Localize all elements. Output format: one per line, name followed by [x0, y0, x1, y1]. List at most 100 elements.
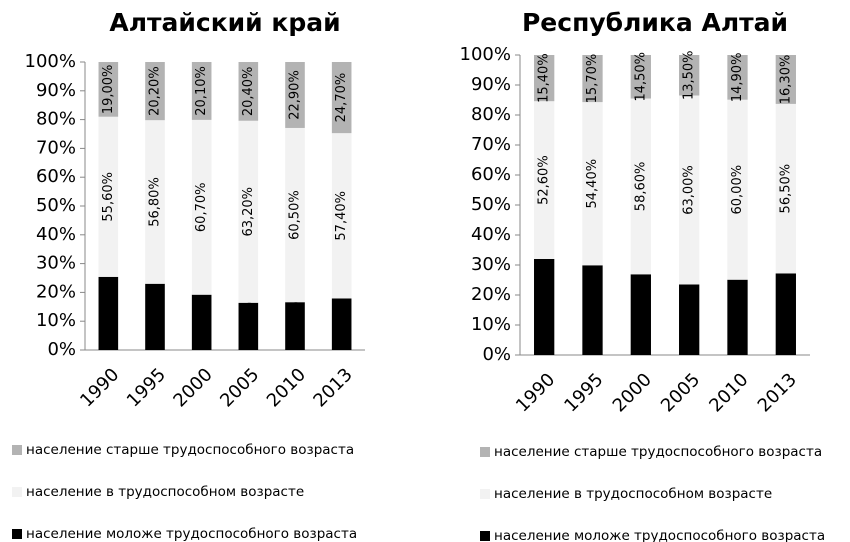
bar-segment [98, 62, 119, 117]
bar-segment [331, 62, 352, 134]
y-tick-label: 60% [36, 166, 76, 187]
data-label: 20,10% [194, 66, 209, 116]
data-label: 27,20% [778, 289, 793, 339]
bar-segment [582, 102, 603, 266]
y-tick-label: 70% [36, 137, 76, 158]
data-label: 15,40% [537, 53, 552, 103]
bar-segment [582, 55, 603, 103]
y-tick-label: 50% [471, 194, 511, 215]
legend-swatch [480, 531, 490, 541]
data-label: 14,50% [633, 52, 648, 102]
bar-segment [191, 119, 212, 295]
bar-segment [191, 294, 212, 350]
x-tick-label: 2013 [754, 369, 801, 416]
x-tick-label: 2010 [263, 364, 310, 411]
y-tick-label: 10% [471, 314, 511, 335]
bar-segment [775, 103, 796, 274]
data-label: 63,00% [682, 165, 697, 215]
bar-segment [534, 101, 555, 259]
data-label: 25,10% [730, 293, 745, 343]
y-tick-label: 0% [482, 344, 511, 365]
legend-label: население старше трудоспособного возраст… [26, 442, 354, 458]
data-label: 19,00% [101, 65, 116, 115]
bar-segment [285, 302, 305, 350]
legend-swatch [12, 487, 22, 497]
data-label: 16,40% [241, 302, 256, 352]
y-tick-label: 100% [460, 44, 511, 65]
y-tick-label: 30% [471, 254, 511, 275]
x-tick-label: 1995 [123, 364, 170, 411]
x-tick-label: 2000 [169, 364, 216, 411]
bar-segment [630, 98, 651, 275]
bar-segment [727, 279, 748, 355]
y-tick-label: 20% [36, 281, 76, 302]
bar-segment [727, 99, 748, 280]
legend-swatch [480, 447, 490, 457]
data-label: 60,50% [288, 190, 303, 240]
bar-segment [191, 62, 212, 120]
bar-segment [534, 259, 555, 355]
data-label: 60,00% [730, 165, 745, 215]
bar-segment [630, 274, 651, 355]
bar-segment [145, 62, 165, 121]
chart-title: Алтайский край [109, 8, 340, 37]
data-label: 16,30% [778, 55, 793, 105]
bar-segment [775, 273, 796, 355]
y-tick-label: 100% [25, 51, 76, 72]
data-label: 29,90% [585, 285, 600, 335]
y-tick-label: 60% [471, 164, 511, 185]
y-tick-label: 90% [471, 74, 511, 95]
data-label: 22,90% [288, 70, 303, 120]
x-tick-label: 2005 [216, 364, 263, 411]
data-label: 23,00% [148, 292, 163, 342]
bar-segment [727, 55, 748, 100]
x-tick-label: 2010 [705, 369, 752, 416]
x-tick-label: 1990 [76, 364, 123, 411]
data-label: 19,20% [194, 298, 209, 348]
data-label: 20,20% [148, 66, 163, 116]
bar-segment [98, 276, 119, 350]
data-label: 57,40% [334, 191, 349, 241]
legend-label: население моложе трудоспособного возраст… [494, 528, 825, 542]
data-label: 26,90% [633, 290, 648, 340]
x-tick-label: 2005 [657, 369, 704, 416]
bar-segment [145, 283, 165, 350]
bar-segment [238, 62, 259, 121]
bar-segment [775, 55, 796, 104]
bar-segment [145, 120, 165, 284]
data-label: 52,60% [537, 155, 552, 205]
data-label: 16,60% [288, 301, 303, 351]
data-label: 56,80% [148, 177, 163, 227]
legend-label: население в трудоспособном возрасте [26, 484, 304, 500]
data-label: 14,90% [730, 53, 745, 103]
bar-segment [534, 55, 555, 102]
bar-segment [630, 55, 651, 99]
data-label: 23,50% [682, 295, 697, 345]
x-tick-label: 1995 [560, 369, 607, 416]
y-tick-label: 80% [36, 109, 76, 130]
bar-segment [238, 302, 259, 350]
bar-segment [331, 298, 352, 350]
legend-swatch [12, 445, 22, 455]
bar-segment [679, 95, 700, 285]
data-label: 24,70% [334, 73, 349, 123]
data-label: 32,00% [537, 282, 552, 332]
y-tick-label: 50% [36, 195, 76, 216]
data-label: 17,90% [334, 299, 349, 349]
y-tick-label: 0% [47, 339, 76, 360]
x-tick-label: 2000 [609, 369, 656, 416]
data-label: 15,70% [585, 54, 600, 104]
data-label: 25,40% [101, 289, 116, 339]
bar-segment [331, 133, 352, 299]
legend-label: население в трудоспособном возрасте [494, 486, 772, 502]
bar-segment [285, 62, 305, 128]
data-label: 55,60% [101, 172, 116, 222]
y-tick-label: 80% [471, 104, 511, 125]
bar-segment [98, 116, 119, 277]
data-label: 20,40% [241, 67, 256, 117]
x-tick-label: 2013 [309, 364, 356, 411]
data-label: 54,40% [585, 159, 600, 209]
y-tick-label: 90% [36, 80, 76, 101]
bar-segment [285, 127, 305, 303]
